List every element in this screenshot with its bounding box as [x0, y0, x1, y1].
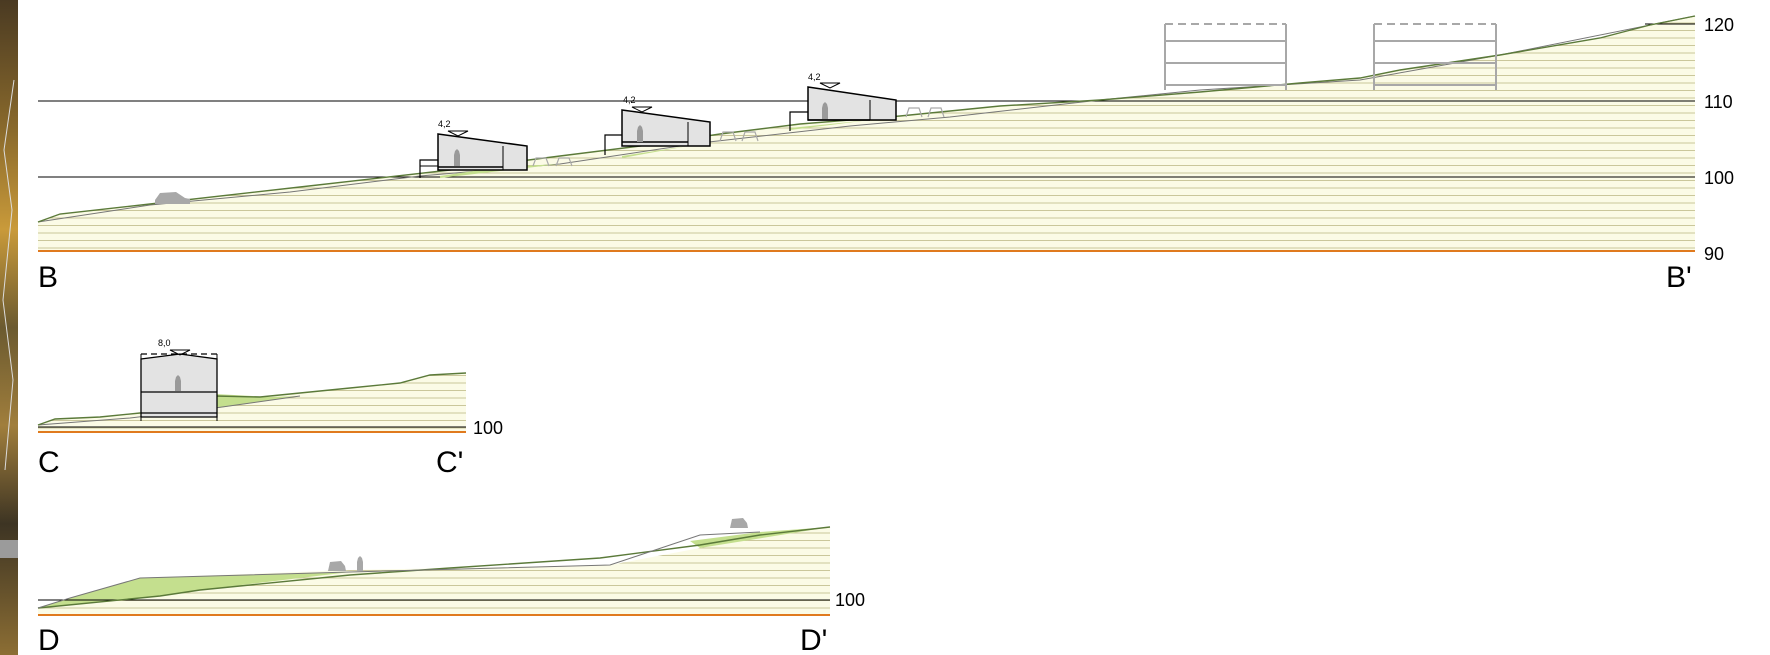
- bb-existing-terrain: [37, 15, 1696, 223]
- person-icon: [357, 556, 363, 571]
- bb-level-100: 100: [1704, 168, 1734, 188]
- bb-fill-area-3: [790, 120, 870, 130]
- bb-terrain-fill: [38, 16, 1695, 251]
- bb-start-label: B: [38, 261, 58, 294]
- bb-height-label-2: 4,2: [623, 95, 636, 105]
- parked-car-icon: [719, 131, 759, 142]
- parked-car-icon: [532, 157, 573, 167]
- bb-building-2: 4,2: [604, 95, 711, 155]
- bb-ghost-building-1: [1164, 23, 1287, 90]
- person-icon: [454, 149, 460, 166]
- dd-fill-area-2: [690, 527, 830, 548]
- bb-fill-area-1: [440, 164, 560, 178]
- cc-start-label: C: [38, 446, 60, 479]
- cc-height-label: 8,0: [158, 338, 171, 348]
- car-icon: [155, 192, 190, 204]
- person-icon: [822, 102, 828, 119]
- bb-fill-area-2: [622, 146, 688, 158]
- section-dd: D D' 100: [37, 518, 865, 655]
- bb-end-label: B': [1666, 261, 1692, 294]
- level-marker-icon: [631, 106, 653, 113]
- car-icon: [328, 561, 346, 571]
- level-marker-icon: [819, 82, 841, 89]
- bb-level-110: 110: [1704, 92, 1733, 112]
- dd-end-label: D': [800, 624, 827, 655]
- bb-building-3: 4,2: [789, 72, 897, 131]
- bb-ghost-building-2: [1373, 23, 1497, 90]
- bb-building-1: 4,2: [419, 119, 528, 178]
- person-icon: [637, 125, 643, 142]
- bb-ground-line: [37, 15, 1696, 223]
- bb-height-label-3: 4,2: [808, 72, 821, 82]
- dd-terrain-fill: [38, 527, 830, 615]
- section-cc: 8,0 C C' 100: [37, 338, 503, 479]
- car-icon: [730, 518, 748, 528]
- dd-start-label: D: [38, 624, 60, 655]
- level-marker-icon: [169, 349, 191, 356]
- dd-fill-area-1: [38, 572, 350, 608]
- level-marker-icon: [447, 130, 469, 137]
- bb-level-120: 120: [1704, 15, 1734, 35]
- dd-ground-line: [37, 531, 761, 609]
- dd-level-100: 100: [835, 590, 865, 610]
- cc-end-label: C': [436, 446, 463, 479]
- photo-strip: [0, 0, 18, 655]
- bb-level-90: 90: [1704, 244, 1724, 264]
- cc-ground-line: [37, 372, 467, 426]
- section-bb: 4,2 4,2 4,2: [37, 15, 1734, 294]
- person-icon: [175, 375, 181, 391]
- bb-height-label-1: 4,2: [438, 119, 451, 129]
- cc-level-100: 100: [473, 418, 503, 438]
- cc-building: 8,0: [140, 338, 218, 421]
- dd-existing-terrain: [37, 526, 831, 609]
- parked-car-icon: [905, 107, 945, 118]
